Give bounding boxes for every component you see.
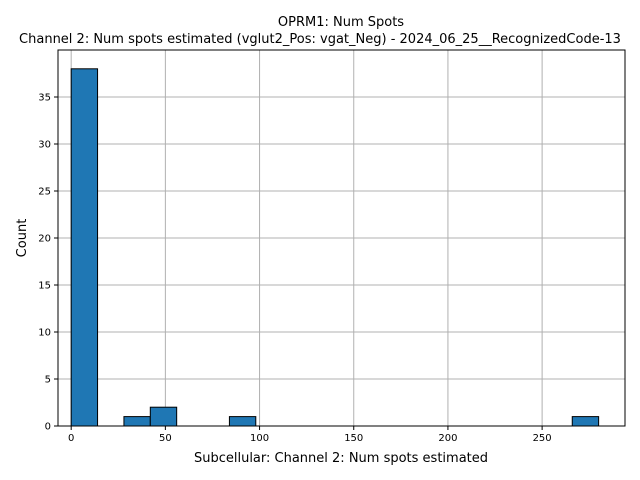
y-tick-label: 10 <box>38 328 51 339</box>
x-tick-label: 0 <box>68 433 74 444</box>
grid-lines <box>58 50 625 427</box>
x-axis-ticks: 0 50 100 150 200 250 <box>68 426 552 444</box>
y-tick-label: 20 <box>38 234 51 245</box>
y-tick-label: 35 <box>38 93 51 104</box>
y-tick-label: 15 <box>38 281 51 292</box>
chart-title: OPRM1: Num Spots <box>278 15 404 30</box>
histogram-bar-3 <box>149 406 178 427</box>
x-axis-label: Subcellular: Channel 2: Num spots estima… <box>194 451 488 466</box>
x-tick-label: 50 <box>159 433 172 444</box>
chart-subtitle: Channel 2: Num spots estimated (vglut2_P… <box>19 32 621 47</box>
y-tick-label: 30 <box>38 140 51 151</box>
x-tick-label: 200 <box>438 433 457 444</box>
y-axis-label: Count <box>15 219 30 258</box>
x-tick-label: 150 <box>344 433 363 444</box>
y-tick-label: 5 <box>45 375 51 386</box>
histogram-bar-1 <box>70 68 99 427</box>
x-tick-label: 100 <box>250 433 269 444</box>
histogram-bar-5 <box>571 416 600 427</box>
y-tick-label: 0 <box>45 422 51 433</box>
x-tick-label: 250 <box>533 433 552 444</box>
y-tick-label: 25 <box>38 187 51 198</box>
histogram-bar-2 <box>123 416 151 427</box>
y-axis-ticks: 0 5 10 15 20 25 30 35 <box>38 93 58 433</box>
histogram-bar-4 <box>228 416 257 427</box>
